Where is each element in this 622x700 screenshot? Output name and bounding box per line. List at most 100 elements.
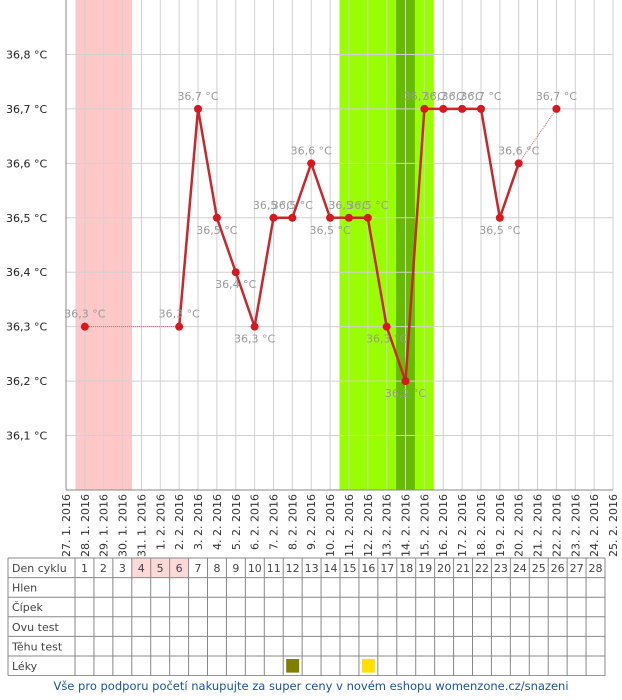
point — [458, 104, 467, 113]
point — [212, 213, 221, 222]
value-label: 36,7 °C — [536, 90, 577, 103]
x-tick-label: 23. 2. 2016 — [569, 494, 582, 557]
value-label: 36,5 °C — [272, 199, 313, 212]
point — [363, 213, 372, 222]
day-number: 16 — [361, 562, 375, 575]
day-number: 8 — [213, 562, 220, 575]
day-number: 25 — [532, 562, 546, 575]
point — [514, 159, 523, 168]
value-label: 36,7 °C — [177, 90, 218, 103]
value-label: 36,5 °C — [253, 199, 294, 212]
x-tick-label: 8. 2. 2016 — [286, 494, 299, 550]
point — [80, 322, 89, 331]
day-number: 3 — [119, 562, 126, 575]
value-label: 36,5 °C — [309, 224, 350, 237]
day-number: 6 — [176, 562, 183, 575]
day-number: 24 — [513, 562, 527, 575]
x-tick-label: 9. 2. 2016 — [305, 494, 318, 550]
x-tick-label: 24. 2. 2016 — [588, 494, 601, 557]
value-label: 36,5 °C — [347, 199, 388, 212]
day-number: 10 — [248, 562, 262, 575]
value-label: 36,3 °C — [159, 308, 200, 321]
point — [552, 104, 561, 113]
value-label: 36,3 °C — [234, 333, 275, 346]
day-number: 21 — [456, 562, 470, 575]
x-tick-label: 19. 2. 2016 — [494, 494, 507, 557]
day-number: 9 — [232, 562, 239, 575]
y-tick-label: 36,7 °C — [6, 103, 47, 116]
day-number: 5 — [157, 562, 164, 575]
x-tick-label: 15. 2. 2016 — [418, 494, 431, 557]
day-number: 20 — [437, 562, 451, 575]
point — [476, 104, 485, 113]
day-number: 17 — [380, 562, 394, 575]
x-tick-label: 21. 2. 2016 — [532, 494, 545, 557]
x-tick-label: 5. 2. 2016 — [230, 494, 243, 550]
point — [344, 213, 353, 222]
x-tick-label: 7. 2. 2016 — [267, 494, 280, 550]
footer-link[interactable]: Vše pro podporu početí nakupujte za supe… — [53, 679, 569, 693]
row-label: Léky — [12, 660, 38, 673]
x-tick-label: 13. 2. 2016 — [381, 494, 394, 557]
y-tick-label: 36,1 °C — [6, 430, 47, 443]
x-tick-label: 14. 2. 2016 — [400, 494, 413, 557]
value-label: 36,7 °C — [404, 90, 445, 103]
y-tick-label: 36,6 °C — [6, 157, 47, 170]
row-label: Čípek — [12, 601, 43, 614]
medication-marker — [361, 659, 375, 673]
row-label: Hlen — [12, 582, 37, 595]
day-number: 26 — [551, 562, 565, 575]
value-label: 36,3 °C — [64, 308, 105, 321]
day-number: 28 — [589, 562, 603, 575]
x-tick-label: 25. 2. 2016 — [607, 494, 620, 557]
x-tick-label: 4. 2. 2016 — [211, 494, 224, 550]
value-label: 36,7 °C — [442, 90, 483, 103]
y-tick-label: 36,5 °C — [6, 212, 47, 225]
x-tick-label: 22. 2. 2016 — [550, 494, 563, 557]
point — [175, 322, 184, 331]
point — [420, 104, 429, 113]
value-label: 36,6 °C — [291, 144, 332, 157]
day-number: 1 — [81, 562, 88, 575]
x-tick-label: 16. 2. 2016 — [437, 494, 450, 557]
point — [439, 104, 448, 113]
value-label: 36,4 °C — [215, 278, 256, 291]
day-number: 23 — [494, 562, 508, 575]
x-tick-label: 17. 2. 2016 — [456, 494, 469, 557]
day-number: 11 — [267, 562, 281, 575]
day-number: 7 — [195, 562, 202, 575]
y-tick-label: 36,8 °C — [6, 48, 47, 61]
day-number: 4 — [138, 562, 145, 575]
day-number: 2 — [100, 562, 107, 575]
x-tick-label: 27. 1. 2016 — [60, 494, 73, 557]
value-label: 36,5 °C — [328, 199, 369, 212]
x-tick-label: 30. 1. 2016 — [117, 494, 130, 557]
highlight-cell — [150, 558, 170, 578]
x-tick-label: 28. 1. 2016 — [79, 494, 92, 557]
x-tick-label: 20. 2. 2016 — [513, 494, 526, 557]
value-label: 36,5 °C — [479, 224, 520, 237]
x-tick-label: 18. 2. 2016 — [475, 494, 488, 557]
day-number: 13 — [305, 562, 319, 575]
x-tick-label: 31. 1. 2016 — [135, 494, 148, 557]
day-number: 18 — [399, 562, 413, 575]
chart: 27. 1. 2016 28. 1. 2016 29. 1. 2016 30. 1. … — [6, 0, 620, 676]
point — [288, 213, 297, 222]
highlight-cell — [131, 558, 151, 578]
point — [194, 104, 203, 113]
point — [382, 322, 391, 331]
day-number: 19 — [418, 562, 432, 575]
day-number: 12 — [286, 562, 300, 575]
value-label: 36,7 °C — [460, 90, 501, 103]
x-tick-label: 11. 2. 2016 — [343, 494, 356, 557]
value-label: 36,7 °C — [423, 90, 464, 103]
x-tick-label: 1. 2. 2016 — [154, 494, 167, 550]
point — [495, 213, 504, 222]
point — [269, 213, 278, 222]
x-tick-label: 3. 2. 2016 — [192, 494, 205, 550]
x-tick-label: 6. 2. 2016 — [249, 494, 262, 550]
day-number: 22 — [475, 562, 489, 575]
value-label: 36,6 °C — [498, 144, 539, 157]
y-tick-label: 36,2 °C — [6, 375, 47, 388]
